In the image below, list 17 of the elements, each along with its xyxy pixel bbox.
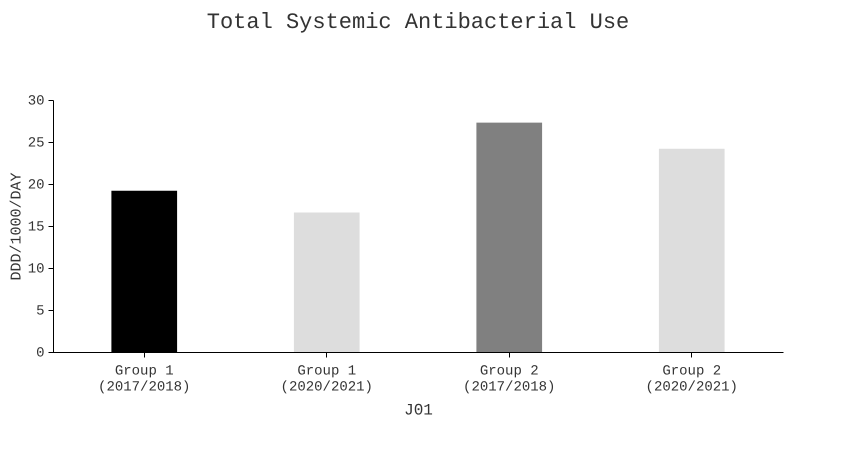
y-tick-label: 5	[36, 304, 44, 320]
x-tick-label: Group 1 (2017/2018)	[98, 364, 190, 396]
bar	[294, 212, 360, 352]
bar	[476, 122, 542, 352]
y-tick-label: 15	[28, 220, 44, 236]
y-tick-label: 30	[28, 94, 44, 110]
y-tick-label: 20	[28, 178, 44, 194]
chart-title: Total Systemic Antibacterial Use	[206, 10, 630, 35]
x-tick-label: Group 2 (2020/2021)	[646, 364, 738, 396]
bar	[658, 148, 725, 352]
y-axis-title: DDD/1000/DAY	[8, 172, 26, 281]
x-axis-title: J01	[404, 402, 433, 420]
y-tick-label: 10	[28, 262, 44, 278]
x-tick-label: Group 1 (2020/2021)	[280, 364, 373, 396]
x-tick-label: Group 2 (2017/2018)	[463, 364, 556, 396]
y-tick-label: 0	[36, 346, 44, 362]
y-tick-label: 25	[28, 136, 44, 152]
